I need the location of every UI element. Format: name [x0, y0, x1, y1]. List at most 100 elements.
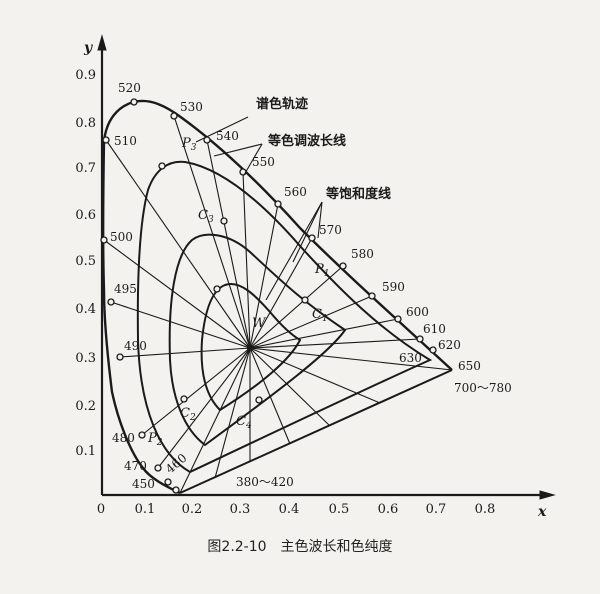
white-point — [246, 344, 254, 352]
label-c4-sub: 4 — [245, 421, 252, 431]
label-c4-main: C — [236, 414, 246, 429]
wavelength-line — [242, 171, 251, 349]
wl-label-460: 460 — [163, 451, 190, 476]
label-c3-sub: 3 — [208, 215, 214, 225]
wl-label-490: 490 — [124, 339, 147, 353]
axes — [97, 34, 556, 500]
wl-label-580: 580 — [351, 247, 374, 261]
saturation-contour-outer — [136, 160, 433, 474]
label-c4: C4 — [236, 414, 252, 431]
y-tick-label: 0.7 — [75, 161, 96, 176]
marker-470 — [154, 464, 162, 472]
x-tick-labels: 0 0.1 0.2 0.3 0.4 0.5 0.6 0.7 0.8 — [97, 502, 495, 517]
label-p3-sub: 3 — [191, 143, 197, 153]
marker-c2 — [180, 395, 188, 403]
y-tick-label: 0.8 — [75, 116, 96, 131]
wavelength-line — [249, 347, 453, 371]
wavelength-line — [110, 301, 251, 349]
y-tick-label: 0.3 — [75, 351, 96, 366]
leader-saturation-1 — [265, 201, 323, 301]
label-p1: P1 — [314, 262, 329, 279]
wl-label-380-420: 380～420 — [236, 475, 294, 489]
saturation-contour-mid — [168, 233, 347, 447]
x-axis-name: x — [537, 504, 547, 520]
wavelength-line — [119, 347, 251, 358]
marker-c4 — [255, 396, 263, 404]
point-labels: W P1 P2 P3 C1 C2 C3 C4 — [147, 136, 329, 448]
x-tick-label: 0.3 — [230, 502, 251, 517]
wavelength-line — [249, 237, 313, 349]
figure-caption: 图2.2-10 主色波长和色纯度 — [207, 539, 393, 555]
y-tick-label: 0.9 — [75, 68, 96, 83]
wl-label-510: 510 — [114, 134, 137, 148]
x-tick-label: 0.5 — [329, 502, 350, 517]
callout-leaders — [195, 116, 323, 301]
label-p2-main: P — [147, 431, 157, 446]
label-c3: C3 — [198, 208, 214, 225]
leader-spectrum-locus — [195, 116, 249, 143]
marker-500 — [100, 236, 108, 244]
y-tick-label: 0.5 — [75, 254, 96, 269]
marker-580 — [339, 262, 347, 270]
saturation-lines — [136, 160, 433, 474]
wavelength-line — [157, 347, 251, 469]
label-c3-main: C — [198, 208, 208, 223]
label-p2-sub: 2 — [156, 438, 163, 448]
purple-line — [179, 369, 453, 494]
wl-label-590: 590 — [382, 280, 405, 294]
label-p1-main: P — [314, 262, 324, 277]
annotation-wavelength-lines: 等色调波长线 — [267, 133, 346, 149]
saturation-contour-inner — [200, 283, 302, 412]
wavelength-line — [173, 115, 251, 349]
marker-inner — [213, 285, 221, 293]
wl-label-630: 630 — [399, 351, 422, 365]
label-c2: C2 — [180, 406, 196, 423]
wl-label-570: 570 — [319, 223, 342, 237]
x-tick-label: 0.2 — [182, 502, 203, 517]
marker-620 — [429, 346, 437, 354]
x-tick-label: 0.4 — [279, 502, 300, 517]
y-tick-label: 0.2 — [75, 399, 96, 414]
wavelength-line — [141, 347, 251, 436]
wl-label-450: 450 — [132, 477, 155, 491]
y-axis-name: y — [83, 40, 93, 56]
label-p2: P2 — [147, 431, 163, 448]
marker-c3 — [220, 217, 228, 225]
leader-saturation-2 — [292, 201, 323, 263]
marker-520 — [130, 98, 138, 106]
x-tick-label: 0 — [97, 502, 105, 517]
label-c1-sub: 1 — [322, 314, 328, 324]
wl-label-620: 620 — [438, 338, 461, 352]
leader-saturation-3 — [317, 201, 323, 239]
marker-600 — [394, 315, 402, 323]
wavelength-line — [249, 347, 331, 427]
label-c2-sub: 2 — [189, 413, 196, 423]
wl-label-530: 530 — [180, 100, 203, 114]
wl-label-520: 520 — [118, 81, 141, 95]
x-axis-arrow — [539, 490, 556, 500]
label-c1-main: C — [312, 307, 322, 322]
wavelength-line — [105, 139, 251, 349]
marker-450 — [172, 486, 180, 494]
marker-480 — [138, 431, 146, 439]
wl-label-540: 540 — [216, 129, 239, 143]
wavelength-labels: 520 530 540 550 560 570 580 590 600 610 … — [110, 81, 512, 491]
label-p1-sub: 1 — [324, 269, 330, 279]
marker-p3 — [158, 162, 166, 170]
y-tick-label: 0.4 — [75, 302, 96, 317]
wavelength-line — [206, 139, 251, 349]
wl-label-495: 495 — [114, 282, 137, 296]
x-tick-label: 0.7 — [426, 502, 447, 517]
marker-590 — [368, 292, 376, 300]
wl-label-470: 470 — [124, 459, 147, 473]
wavelength-line — [249, 295, 373, 349]
y-tick-labels: 0.1 0.2 0.3 0.4 0.5 0.6 0.7 0.8 0.9 — [75, 68, 96, 459]
wavelength-line — [249, 347, 291, 445]
label-c2-main: C — [180, 406, 190, 421]
label-p3-main: P — [181, 136, 191, 151]
wavelength-line — [249, 347, 381, 404]
label-w: W — [252, 316, 267, 331]
wavelength-line — [249, 265, 344, 349]
marker-530 — [170, 112, 178, 120]
marker-570 — [308, 234, 316, 242]
